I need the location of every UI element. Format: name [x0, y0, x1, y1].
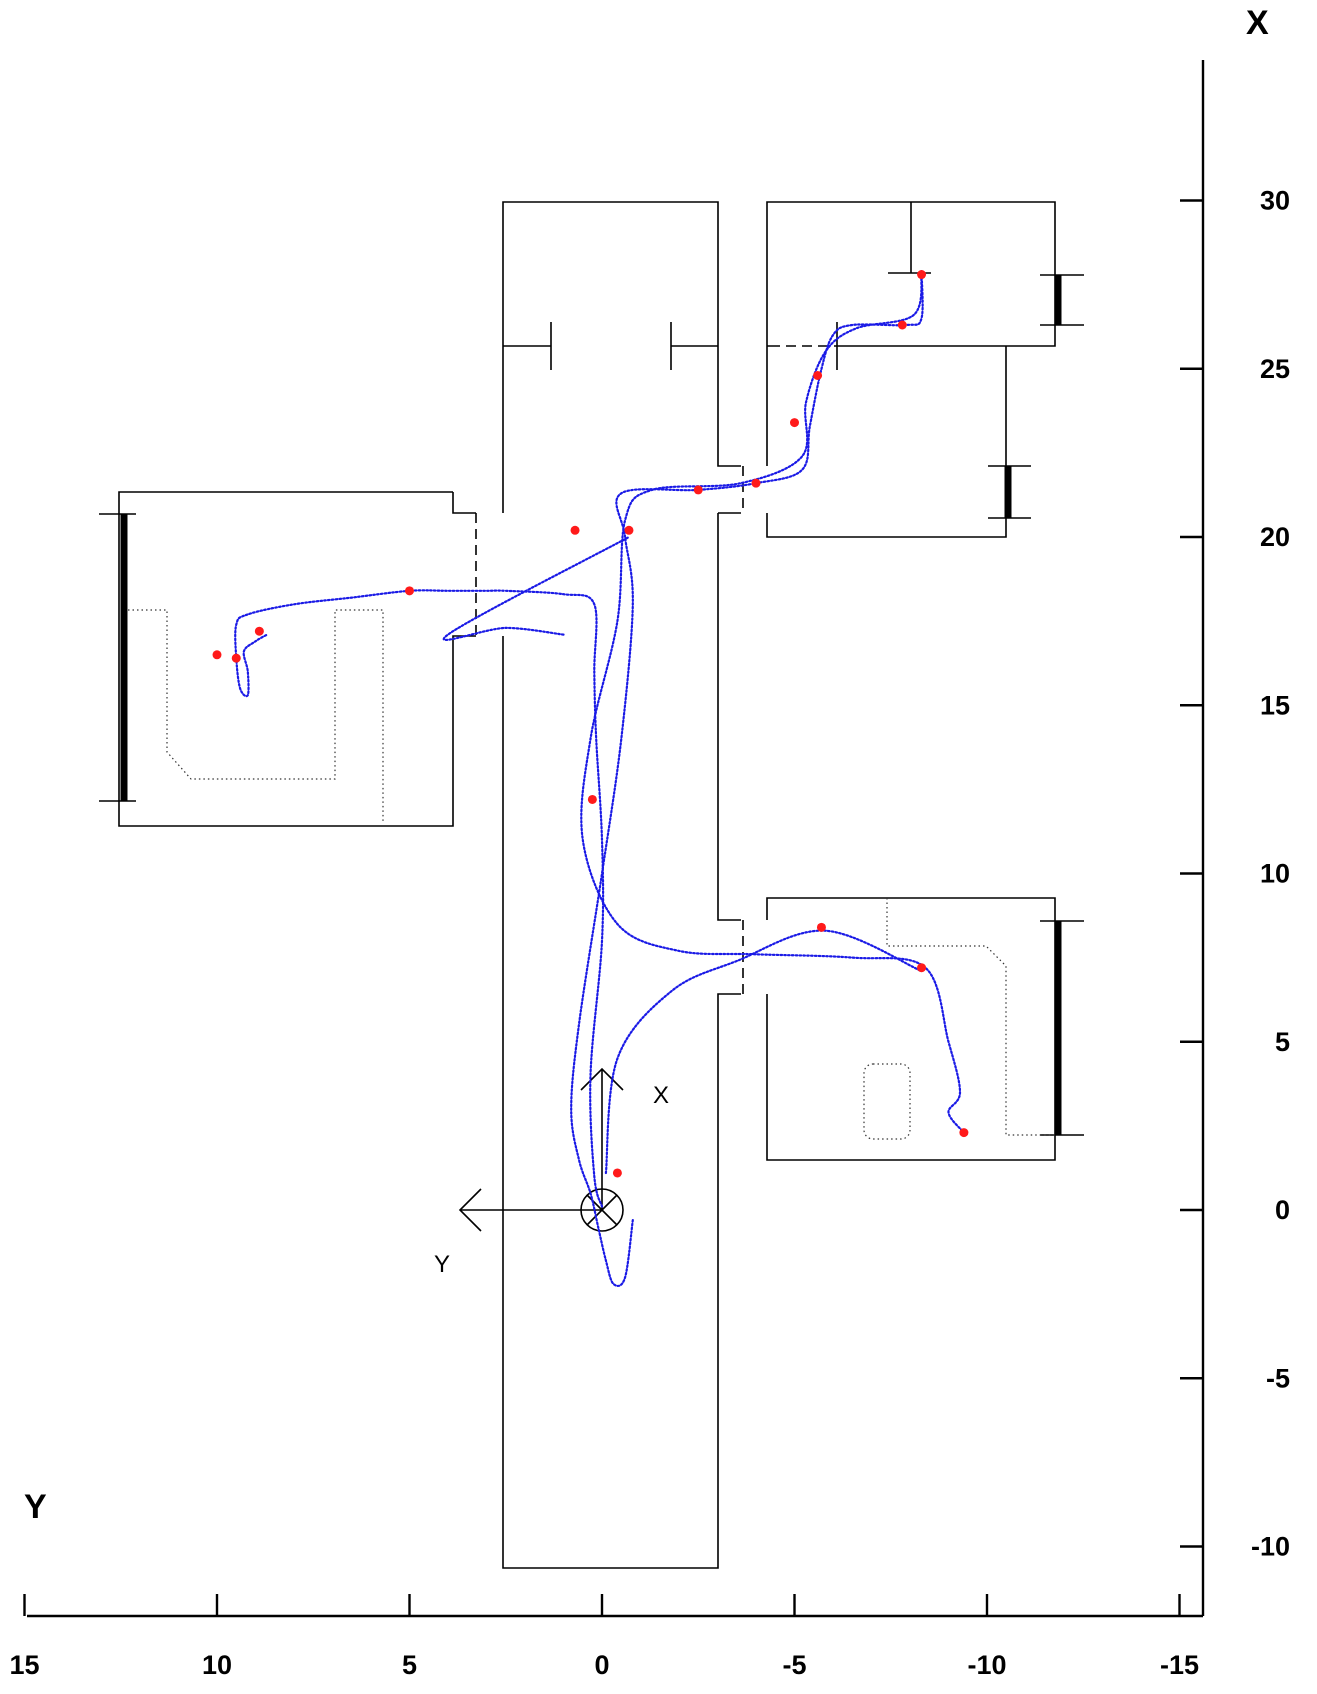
- y-axis-tick-label: 5: [402, 1650, 417, 1680]
- trajectory-keypoint: [231, 653, 241, 663]
- corridor-partition-right: [670, 322, 718, 370]
- trajectory-keypoint: [917, 270, 927, 280]
- x-axis-tick-label: -10: [1251, 1532, 1290, 1562]
- corridor-wall-left: [502, 201, 741, 1569]
- corridor-wall-right: [717, 513, 741, 921]
- robot-origin-circle: [580, 1188, 624, 1232]
- lower-right-table: [863, 1063, 911, 1140]
- trajectory-keypoint: [897, 320, 907, 330]
- upper-right-window-1-caps: [1040, 274, 1084, 326]
- x-axis-tick-label: 0: [1275, 1195, 1290, 1225]
- left-room-window-caps: [99, 513, 136, 802]
- y-axis-tick-label: -5: [782, 1650, 806, 1680]
- axes: 30 25 20 15 10 5 0 -5 -10 15 10 5 0 -5 -10 -15 X Y: [9, 4, 1290, 1680]
- trajectory-path: [580, 270, 965, 1134]
- y-axis-tick-label: 0: [594, 1650, 609, 1680]
- trajectory-keypoint: [693, 485, 703, 495]
- robot-frame-x-label: X: [653, 1082, 669, 1109]
- lower-right-room-wall: [766, 897, 1056, 1161]
- trajectory-path: [442, 535, 631, 642]
- trajectory-keypoint: [751, 478, 761, 488]
- y-axis-tick-label: 15: [9, 1650, 39, 1680]
- trajectory-path: [604, 929, 923, 1175]
- trajectory-keypoint: [212, 650, 222, 660]
- y-axis-tick-label: -15: [1160, 1650, 1199, 1680]
- x-axis-tick-label: 10: [1260, 859, 1290, 889]
- y-axis-tick-label: 10: [202, 1650, 232, 1680]
- floor-plan-walls: [99, 201, 1084, 1569]
- trajectory-keypoint: [612, 1168, 622, 1178]
- x-axis-ticks: 30 25 20 15 10 5 0 -5 -10: [1180, 186, 1290, 1562]
- trajectory-group: [234, 270, 965, 1288]
- x-axis-tick-label: 20: [1260, 522, 1290, 552]
- left-room-wall: [118, 491, 476, 827]
- trajectory-keypoint: [813, 370, 823, 380]
- x-axis-tick-label: 15: [1260, 690, 1290, 720]
- robot-y-arrowhead: [458, 1188, 482, 1232]
- trajectory-keypoint: [570, 525, 580, 535]
- x-axis-tick-label: 25: [1260, 354, 1290, 384]
- trajectory-keypoint: [624, 525, 634, 535]
- trajectory-path: [570, 270, 924, 1288]
- x-axis-tick-label: 5: [1275, 1027, 1290, 1057]
- x-axis-tick-label: -5: [1266, 1363, 1290, 1393]
- robot-frame: X Y: [434, 1067, 669, 1278]
- lower-right-window-caps: [1040, 920, 1084, 1136]
- robot-x-arrowhead: [580, 1067, 624, 1091]
- lower-right-furniture: [886, 898, 1055, 1136]
- trajectory-keypoint: [917, 963, 927, 973]
- y-axis-ticks: 15 10 5 0 -5 -10 -15: [9, 1594, 1199, 1680]
- upper-right-window-2-caps: [988, 465, 1031, 519]
- upper-right-partition-caps: [836, 272, 931, 370]
- trajectory-keypoint: [587, 794, 597, 804]
- robot-frame-y-label: Y: [434, 1251, 450, 1278]
- left-room-furniture: [128, 609, 384, 823]
- x-axis-tick-label: 30: [1260, 186, 1290, 216]
- corridor-partition-left: [503, 322, 552, 370]
- trajectory-keypoint: [790, 418, 799, 428]
- upper-right-room-wall: [766, 201, 1056, 538]
- trajectory-keypoint: [959, 1128, 969, 1138]
- y-axis-tick-label: -10: [967, 1650, 1006, 1680]
- y-axis-title: Y: [24, 1488, 47, 1526]
- x-axis-title: X: [1246, 4, 1269, 42]
- trajectory-path: [234, 589, 605, 1208]
- trajectory-keypoint: [816, 922, 826, 932]
- keypoint-group: [212, 270, 969, 1178]
- trajectory-keypoint: [254, 626, 264, 636]
- trajectory-keypoint: [405, 586, 414, 596]
